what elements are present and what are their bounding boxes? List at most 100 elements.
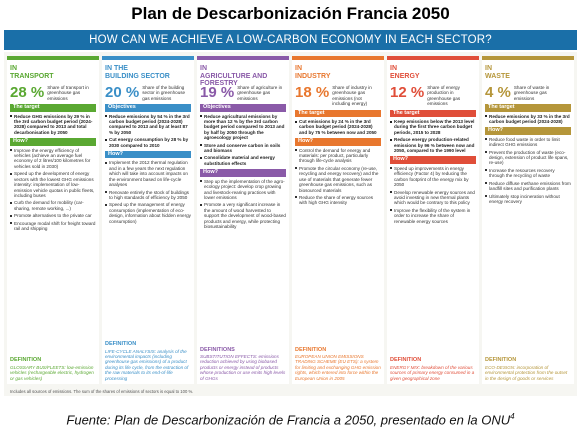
target-heading: The target (295, 109, 381, 118)
sector-header: IN WASTE (485, 65, 571, 81)
share-row: 4 % Share of waste in greenhouse gas emis… (485, 85, 571, 101)
caption-text: Fuente: Plan de Descarbonización de Fran… (66, 412, 511, 428)
how-item: Prevent the production of waste (eco-des… (485, 150, 571, 166)
how-item: Reduce diffuse methane emissions from la… (485, 181, 571, 192)
target-heading: The target (10, 104, 96, 112)
sector-header: IN THE BUILDING SECTOR (105, 65, 191, 81)
target-item: Cut energy consumption by 28 % by 2030 c… (105, 137, 191, 148)
share-text: Share of agriculture in greenhouse gas e… (237, 85, 283, 101)
share-text: Share of energy production in greenhouse… (427, 85, 461, 107)
share-text: Share of transport in greenhouse gas emi… (47, 85, 89, 101)
how-item: Promote alternatives to the private car (10, 213, 96, 218)
definition-heading: DEFINITION (295, 346, 327, 353)
definition-heading: DEFINITION (485, 357, 517, 364)
footnote: Includes all sources of emissions. The s… (10, 389, 194, 394)
title: Plan de Descarbonización Francia 2050 (131, 4, 450, 23)
how-item: Reduce food waste in order to limit indi… (485, 137, 571, 148)
how-heading: How? (200, 169, 286, 177)
definition-text: GLOSSARY BUS/FLEETS: low-emission vehicl… (10, 364, 94, 381)
sector-column: IN TRANSPORT 28 % Share of transport in gre… (7, 56, 99, 384)
sector-column: IN WASTE 4 % Share of waste in greenhouse g… (482, 56, 574, 384)
how-item: Ultimately stop incineration without ene… (485, 194, 571, 205)
how-item: Speed up improvements in energy efficien… (390, 166, 476, 188)
sector-column: IN THE BUILDING SECTOR 20 % Share of the bu… (102, 56, 194, 384)
sector-column: IN AGRICULTURE AND FORESTRY 19 % Share of a… (197, 56, 289, 384)
how-item: Encourage modal shift for freight toward… (10, 221, 96, 232)
definition-text: LIFE-CYCLE ANALYSIS: analysis of the env… (105, 348, 189, 381)
share-text: Share of industry in greenhouse gas emis… (332, 85, 372, 107)
definition-box: DEFINITION ENERGY MIX: breakdown of the v… (390, 357, 476, 381)
target-item: Reduce emissions by 33 % in the 3rd carb… (485, 114, 571, 125)
share-row: 28 % Share of transport in greenhouse gas… (10, 85, 96, 101)
how-item: Promote the circular economy (re-use, re… (295, 166, 381, 193)
sector-label: BUILDING SECTOR (105, 72, 170, 80)
share-value: 20 % (105, 84, 140, 101)
banner: HOW CAN WE ACHIEVE A LOW-CARBON ECONOMY … (4, 30, 577, 50)
target-heading: Objectives (200, 104, 286, 112)
how-item: Improve the energy efficiency of vehicle… (10, 148, 96, 170)
definition-heading: DEFINITION (105, 341, 137, 348)
how-heading: How? (105, 151, 191, 159)
how-item: Implement the 2012 thermal regulation an… (105, 160, 191, 187)
target-item: Cut emissions by 24 % in the 3rd carbon … (295, 119, 381, 135)
share-value: 4 % (485, 84, 511, 101)
share-text: Share of the building sector in greenhou… (142, 85, 186, 101)
share-value: 12 % (390, 84, 425, 101)
caption: Fuente: Plan de Descarbonización de Fran… (0, 412, 581, 427)
infographic: IN TRANSPORT 28 % Share of transport in gre… (4, 52, 577, 396)
definition-text: ECO-DESIGN: incorporation of environment… (485, 364, 568, 381)
sector-label: AGRICULTURE AND FORESTRY (200, 72, 268, 88)
target-item: Store and conserve carbon in soils and b… (200, 143, 286, 154)
sector-label: WASTE (485, 72, 510, 80)
sector-prefix: IN (295, 65, 302, 72)
how-item: Improve the flexibility of the system in… (390, 208, 476, 224)
sector-label: TRANSPORT (10, 72, 54, 80)
definition-text: ENERGY MIX: breakdown of the various sou… (390, 364, 475, 381)
target-item: Consolidate material and energy substitu… (200, 155, 286, 166)
share-value: 28 % (10, 84, 45, 101)
target-heading: The target (485, 104, 571, 112)
definition-text: EUROPEAN UNION EMISSIONS TRADING SCHEME … (295, 353, 381, 381)
sector-prefix: IN (485, 65, 492, 72)
how-item: Control the demand for energy and materi… (295, 148, 381, 164)
definition-box: DEFINITION EUROPEAN UNION EMISSIONS TRADI… (295, 346, 381, 381)
target-item: Reduce emissions by 54 % in the 3rd carb… (105, 114, 191, 136)
sector-header: IN ENERGY (390, 65, 476, 81)
how-item: Develop renewable energy sources and avo… (390, 190, 476, 206)
share-row: 18 % Share of industry in greenhouse gas … (295, 85, 381, 107)
how-item: Step up the implementation of the agro-e… (200, 179, 286, 201)
share-value: 19 % (200, 84, 235, 101)
target-heading: The target (390, 109, 476, 118)
target-heading: Objectives (105, 104, 191, 112)
definition-heading: DEFINITION (10, 357, 42, 364)
how-item: Speed up the development of energy vecto… (10, 171, 96, 198)
how-item: Curb the demand for mobility (car-sharin… (10, 200, 96, 211)
sector-prefix: IN (390, 65, 397, 72)
how-item: Speed up the management of energy consum… (105, 202, 191, 224)
share-text: Share of waste in greenhouse gas emissio… (513, 85, 550, 101)
sector-column: IN ENERGY 12 % Share of energy production i… (387, 56, 479, 384)
definition-box: DEFINITION GLOSSARY BUS/FLEETS: low-emiss… (10, 357, 96, 381)
share-row: 20 % Share of the building sector in gree… (105, 85, 191, 101)
sector-header: IN AGRICULTURE AND FORESTRY (200, 65, 286, 87)
how-heading: How? (485, 127, 571, 135)
sector-column: IN INDUSTRY 18 % Share of industry in green… (292, 56, 384, 384)
sector-prefix: IN (200, 65, 207, 72)
sector-prefix: IN (10, 65, 17, 72)
definition-text: SUBSTITUTION EFFECTS: emissions reductio… (200, 353, 286, 381)
caption-superscript: 4 (510, 412, 515, 421)
sector-header: IN TRANSPORT (10, 65, 96, 81)
definition-box: DEFINITIONS SUBSTITUTION EFFECTS: emissio… (200, 347, 286, 381)
target-item: Keep emissions below the 2013 level duri… (390, 119, 476, 135)
sector-label: ENERGY (390, 72, 420, 80)
definition-heading: DEFINITION (390, 357, 422, 364)
how-heading: How? (10, 138, 96, 146)
share-row: 19 % Share of agriculture in greenhouse g… (200, 85, 286, 101)
target-item: Reduce energy production-related emissio… (390, 137, 476, 153)
sector-columns: IN TRANSPORT 28 % Share of transport in gre… (7, 56, 574, 384)
target-item: Reduce agricultural emissions by more th… (200, 114, 286, 141)
sector-prefix: IN THE (105, 65, 128, 72)
how-item: Promote a very significant increase in t… (200, 202, 286, 229)
how-heading: How? (295, 138, 381, 146)
target-item: Reduce GHG emissions by 29 % in the 3rd … (10, 114, 96, 136)
